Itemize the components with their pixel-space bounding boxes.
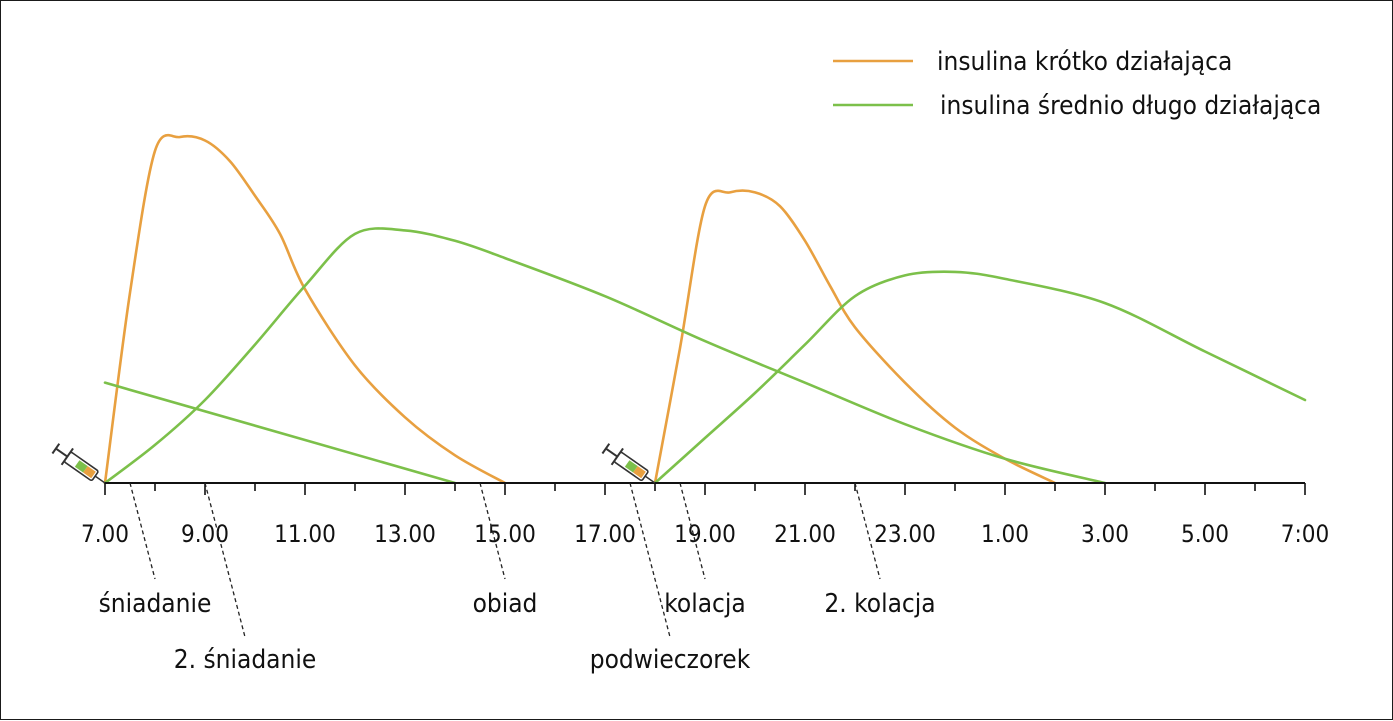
meal-leader-sniadanie xyxy=(129,482,156,580)
series-insulina-srednio-dlugo-dzialajaca-curve-3 xyxy=(653,270,1307,485)
x-tick-label: 1.00 xyxy=(981,520,1029,548)
syringe-liquid-green xyxy=(624,460,638,473)
injection-markers xyxy=(51,443,656,484)
legend-label-insulina-krotko-dzialajaca: insulina krótko działająca xyxy=(937,47,1232,77)
meal-leader-obiad xyxy=(479,482,506,580)
meal-leader-podwieczorek xyxy=(629,482,671,638)
syringe-liquid-orange xyxy=(633,465,646,479)
meal-label-podwieczorek: podwieczorek xyxy=(590,645,751,675)
series-group xyxy=(103,133,1307,485)
x-tick-label: 3.00 xyxy=(1081,520,1129,548)
syringe-flange xyxy=(610,447,624,466)
legend: insulina krótko działająca insulina średn… xyxy=(833,47,1321,121)
syringe-plunger-end xyxy=(51,443,61,455)
meal-leader-2-kolacja xyxy=(854,482,881,580)
meal-leader-2-sniadanie xyxy=(204,482,246,638)
legend-label-insulina-srednio-dlugo-dzialajaca: insulina średnio długo działająca xyxy=(940,91,1321,121)
x-tick-label: 11.00 xyxy=(274,520,336,548)
x-tick-label: 13.00 xyxy=(374,520,436,548)
meal-leader-kolacja xyxy=(679,482,706,580)
x-tick-label: 23.00 xyxy=(874,520,936,548)
series-insulina-srednio-dlugo-dzialajaca-curve-1 xyxy=(103,227,1107,485)
x-tick-label: 19.00 xyxy=(674,520,736,548)
syringe-needle xyxy=(94,475,106,484)
x-tick-label: 21.00 xyxy=(774,520,836,548)
x-tick-label: 15.00 xyxy=(474,520,536,548)
series-insulina-krotko-dzialajaca-curve-1 xyxy=(103,133,507,485)
syringe-icon xyxy=(51,443,106,484)
x-tick-label: 17.00 xyxy=(574,520,636,548)
x-tick-label: 9.00 xyxy=(181,520,229,548)
syringe-plunger xyxy=(605,447,618,458)
syringe-liquid-green xyxy=(74,460,88,473)
meal-label-2-kolacja: 2. kolacja xyxy=(824,589,935,619)
series-insulina-srednio-dlugo-dzialajaca-curve-2 xyxy=(103,381,457,485)
syringe-plunger xyxy=(55,447,68,458)
syringe-plunger-end xyxy=(601,443,611,455)
meal-annotations: śniadanie 2. śniadanie obiad podwieczorek ko… xyxy=(99,482,936,675)
syringe-liquid-orange xyxy=(83,465,96,479)
meal-label-sniadanie: śniadanie xyxy=(99,589,212,619)
meal-label-obiad: obiad xyxy=(473,589,538,619)
x-tick-label: 7.00 xyxy=(81,520,129,548)
x-tick-label: 5.00 xyxy=(1181,520,1229,548)
syringe-needle xyxy=(644,475,656,484)
meal-label-2-sniadanie: 2. śniadanie xyxy=(174,645,317,675)
series-insulina-krotko-dzialajaca-curve-2 xyxy=(653,189,1057,485)
x-tick-label: 7:00 xyxy=(1281,520,1329,548)
x-axis: 7.00 9.00 11.00 13.00 15.00 17.00 19.00 21.00 23… xyxy=(81,482,1329,548)
meal-label-kolacja: kolacja xyxy=(664,589,745,619)
syringe-icon xyxy=(601,443,656,484)
